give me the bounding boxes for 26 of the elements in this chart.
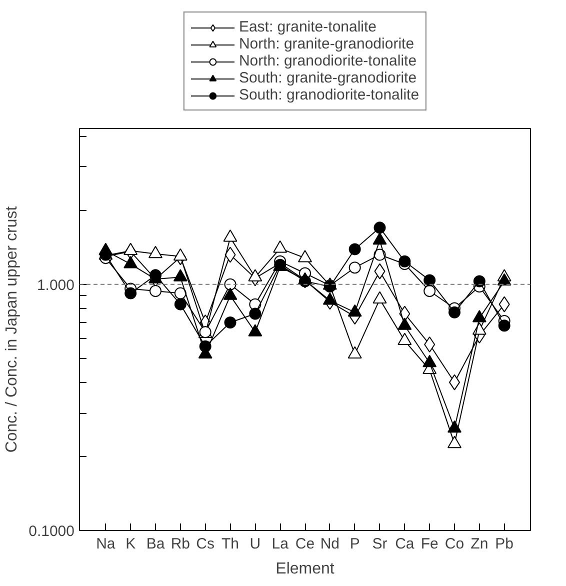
legend-label: South: granodiorite-tonalite [238, 86, 420, 104]
x-tick-label: Sr [372, 536, 388, 552]
x-tick-label: La [272, 536, 290, 552]
x-tick-label: Zn [470, 536, 488, 552]
x-axis-title: Element [276, 560, 335, 578]
x-tick-label: P [350, 536, 360, 552]
legend-label: North: granite-granodiorite [238, 36, 414, 52]
x-tick-label: Rb [170, 536, 190, 552]
legend-label: North: granodiorite-tonalite [238, 52, 417, 70]
x-tick-label: Fe [420, 536, 438, 552]
legend-label: East: granite-tonalite [238, 18, 377, 36]
x-tick-label: Co [444, 536, 464, 552]
legend-label: South: granite-granodiorite [238, 70, 417, 86]
x-tick-label: Ce [295, 536, 315, 552]
x-tick-label: Ca [395, 536, 415, 552]
x-tick-label: U [250, 536, 261, 552]
y-axis-title: Conc. / Conc. in Japan upper crust [4, 206, 21, 453]
x-tick-label: Nd [320, 536, 340, 552]
x-tick-label: Cs [196, 536, 215, 552]
x-tick-label: Th [221, 536, 240, 552]
x-tick-label: K [126, 536, 136, 552]
y-tick-label: 1.000 [36, 276, 75, 294]
x-tick-label: Ba [146, 536, 166, 552]
y-tick-label: 0.1000 [28, 523, 75, 540]
x-tick-label: Pb [495, 536, 514, 552]
x-tick-label: Na [96, 536, 116, 552]
